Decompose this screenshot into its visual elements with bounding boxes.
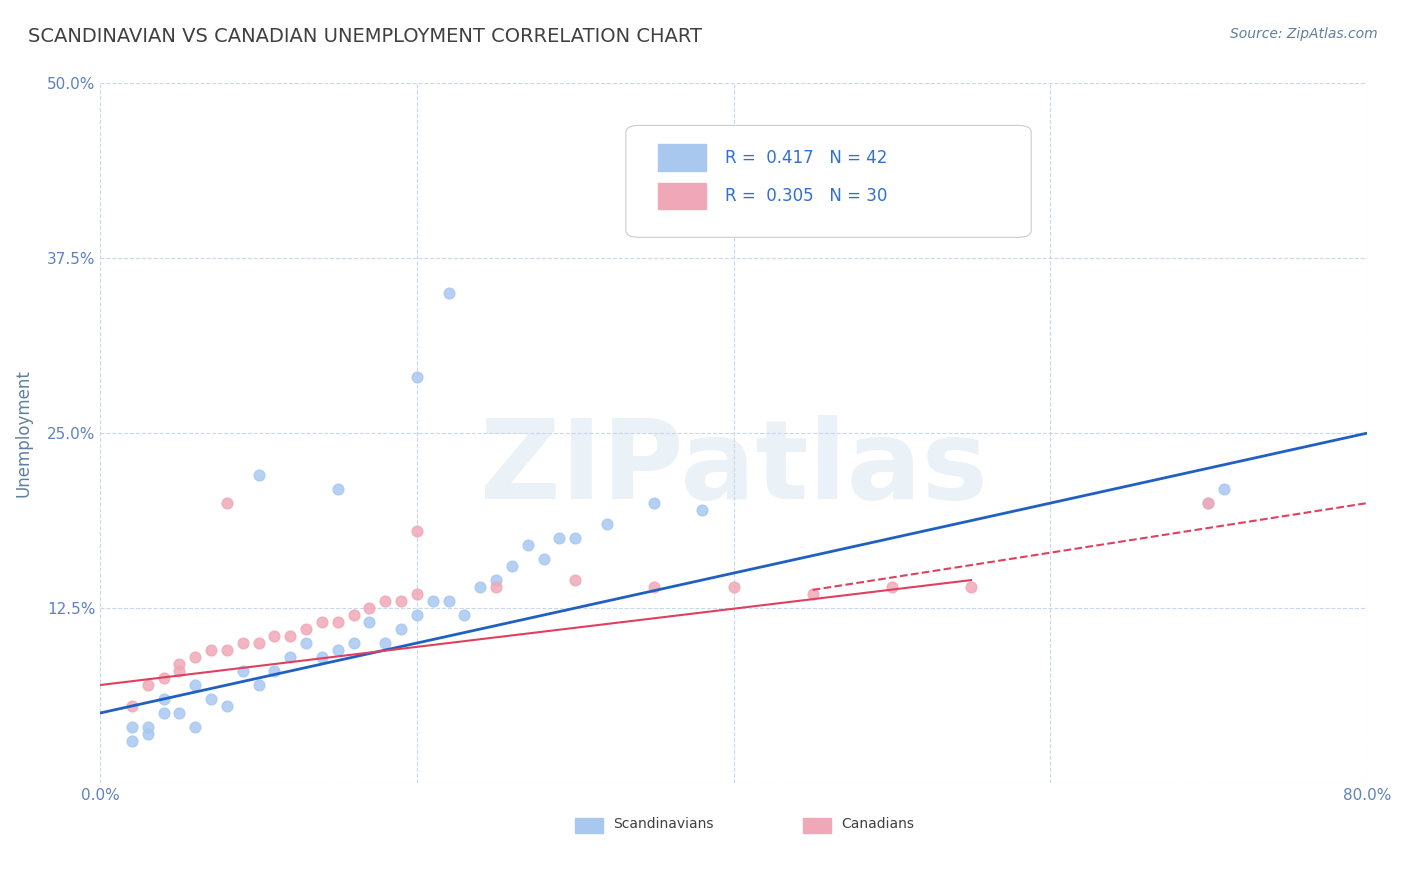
Point bbox=[152, 692, 174, 706]
Point bbox=[596, 517, 619, 532]
Point bbox=[326, 482, 349, 496]
Point bbox=[406, 524, 429, 538]
Point bbox=[374, 636, 396, 650]
Point bbox=[342, 608, 364, 623]
Point bbox=[169, 706, 191, 720]
Point bbox=[453, 608, 475, 623]
Point bbox=[311, 615, 333, 629]
Point bbox=[470, 580, 492, 594]
Point bbox=[263, 629, 285, 643]
Point bbox=[152, 671, 174, 685]
Point bbox=[485, 573, 508, 587]
Point bbox=[501, 559, 523, 574]
Point bbox=[184, 650, 207, 665]
Text: Source: ZipAtlas.com: Source: ZipAtlas.com bbox=[1230, 27, 1378, 41]
Point bbox=[516, 538, 538, 552]
Text: ZIPatlas: ZIPatlas bbox=[479, 415, 987, 522]
Point bbox=[232, 664, 254, 678]
Point bbox=[295, 622, 318, 636]
Point bbox=[278, 629, 301, 643]
Point bbox=[1213, 482, 1236, 496]
Point bbox=[326, 615, 349, 629]
Point bbox=[121, 698, 143, 713]
Point bbox=[136, 727, 159, 741]
Point bbox=[215, 698, 238, 713]
Text: SCANDINAVIAN VS CANADIAN UNEMPLOYMENT CORRELATION CHART: SCANDINAVIAN VS CANADIAN UNEMPLOYMENT CO… bbox=[28, 27, 702, 45]
Text: R =  0.417   N = 42: R = 0.417 N = 42 bbox=[724, 149, 887, 167]
FancyBboxPatch shape bbox=[658, 145, 706, 171]
Point bbox=[247, 636, 270, 650]
Text: Scandinavians: Scandinavians bbox=[613, 816, 714, 830]
Point bbox=[406, 587, 429, 601]
Point bbox=[247, 468, 270, 483]
Point bbox=[643, 496, 665, 510]
Point bbox=[169, 657, 191, 671]
Point bbox=[215, 643, 238, 657]
Point bbox=[1198, 496, 1220, 510]
Point bbox=[247, 678, 270, 692]
Point bbox=[136, 720, 159, 734]
Point bbox=[422, 594, 444, 608]
Point bbox=[121, 720, 143, 734]
Point bbox=[263, 664, 285, 678]
Point bbox=[690, 503, 713, 517]
FancyBboxPatch shape bbox=[658, 183, 706, 210]
Point bbox=[232, 636, 254, 650]
Point bbox=[564, 573, 586, 587]
Point bbox=[278, 650, 301, 665]
Point bbox=[437, 594, 460, 608]
Point bbox=[136, 678, 159, 692]
Point bbox=[548, 531, 571, 545]
Point bbox=[389, 622, 412, 636]
Point bbox=[880, 580, 903, 594]
Point bbox=[184, 678, 207, 692]
Point bbox=[723, 580, 745, 594]
Point bbox=[406, 608, 429, 623]
Point bbox=[1198, 496, 1220, 510]
Point bbox=[801, 587, 824, 601]
Point bbox=[359, 601, 381, 615]
Point bbox=[389, 594, 412, 608]
Point bbox=[359, 615, 381, 629]
Point bbox=[152, 706, 174, 720]
Point bbox=[643, 580, 665, 594]
Point bbox=[437, 286, 460, 301]
Point bbox=[215, 496, 238, 510]
Point bbox=[121, 734, 143, 748]
Point bbox=[169, 664, 191, 678]
Point bbox=[200, 643, 222, 657]
Point bbox=[374, 594, 396, 608]
Point bbox=[564, 531, 586, 545]
Point bbox=[533, 552, 555, 566]
FancyBboxPatch shape bbox=[626, 126, 1031, 237]
Point bbox=[485, 580, 508, 594]
Y-axis label: Unemployment: Unemployment bbox=[15, 369, 32, 497]
FancyBboxPatch shape bbox=[803, 818, 831, 833]
Text: Canadians: Canadians bbox=[841, 816, 914, 830]
Point bbox=[342, 636, 364, 650]
Point bbox=[326, 643, 349, 657]
Point bbox=[184, 720, 207, 734]
Point bbox=[960, 580, 983, 594]
Point bbox=[200, 692, 222, 706]
Text: R =  0.305   N = 30: R = 0.305 N = 30 bbox=[724, 187, 887, 205]
Point bbox=[406, 370, 429, 384]
Point bbox=[295, 636, 318, 650]
FancyBboxPatch shape bbox=[575, 818, 603, 833]
Point bbox=[311, 650, 333, 665]
